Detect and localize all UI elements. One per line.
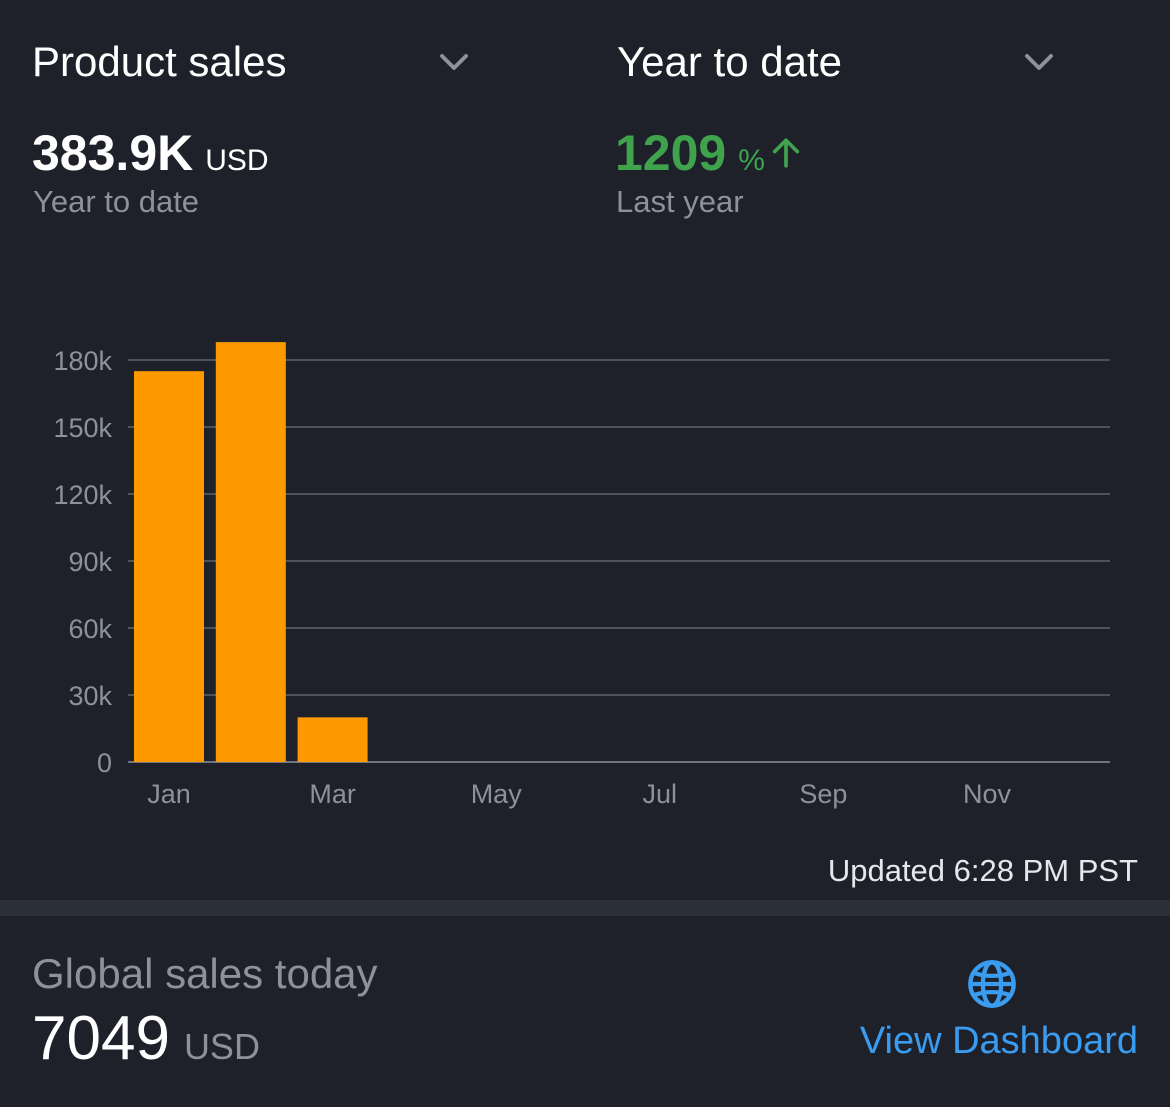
y-tick-label: 30k [68,681,112,711]
change-unit: % [738,144,765,177]
x-tick-label: Jul [643,779,678,809]
globe-icon [968,960,1016,1008]
metric-selector-label: Product sales [32,38,287,85]
x-tick-label: Sep [799,779,847,809]
total-sales-caption: Year to date [33,184,200,219]
global-sales-card [0,916,1170,1107]
global-sales-value: 7049 [32,1004,170,1073]
x-tick-label: Mar [309,779,356,809]
total-sales-metric: 383.9K USD [32,125,269,181]
y-tick-label: 90k [68,547,112,577]
period-selector-dropdown[interactable]: Year to date [617,38,1057,86]
view-dashboard-link[interactable]: View Dashboard [838,958,1138,1068]
y-tick-label: 120k [53,480,112,510]
x-tick-label: Nov [963,779,1012,809]
metric-selector-dropdown[interactable]: Product sales [32,38,472,86]
chevron-down-icon [1025,54,1053,70]
global-sales-label: Global sales today [32,950,378,997]
section-divider [0,900,1170,916]
change-caption: Last year [616,184,744,219]
change-metric: 1209 % [615,125,803,181]
total-sales-value: 383.9K [32,125,194,181]
y-tick-label: 150k [53,413,112,443]
y-tick-label: 180k [53,346,112,376]
period-selector-label: Year to date [617,38,842,85]
bar-jan[interactable] [134,371,204,762]
sales-bar-chart: 0 30k 60k 90k 120k 150k 180k Jan Mar May Jul Sep Nov [53,342,1110,809]
y-tick-label: 0 [97,748,112,778]
arrow-up-icon [772,138,800,168]
view-dashboard-label: View Dashboard [859,1020,1138,1062]
x-tick-label: Jan [147,779,191,809]
global-sales-unit: USD [183,1026,260,1067]
x-tick-label: May [471,779,523,809]
bar-feb[interactable] [215,342,286,762]
bar-mar[interactable] [297,717,368,762]
global-sales-metric: 7049 USD [32,1004,260,1074]
product-sales-card: Product sales Year to date 383.9K USD Ye… [32,38,1138,888]
y-tick-label: 60k [68,614,112,644]
chevron-down-icon [440,54,468,70]
change-value: 1209 [615,125,727,181]
total-sales-unit: USD [205,144,269,177]
updated-timestamp: Updated 6:28 PM PST [827,853,1138,888]
